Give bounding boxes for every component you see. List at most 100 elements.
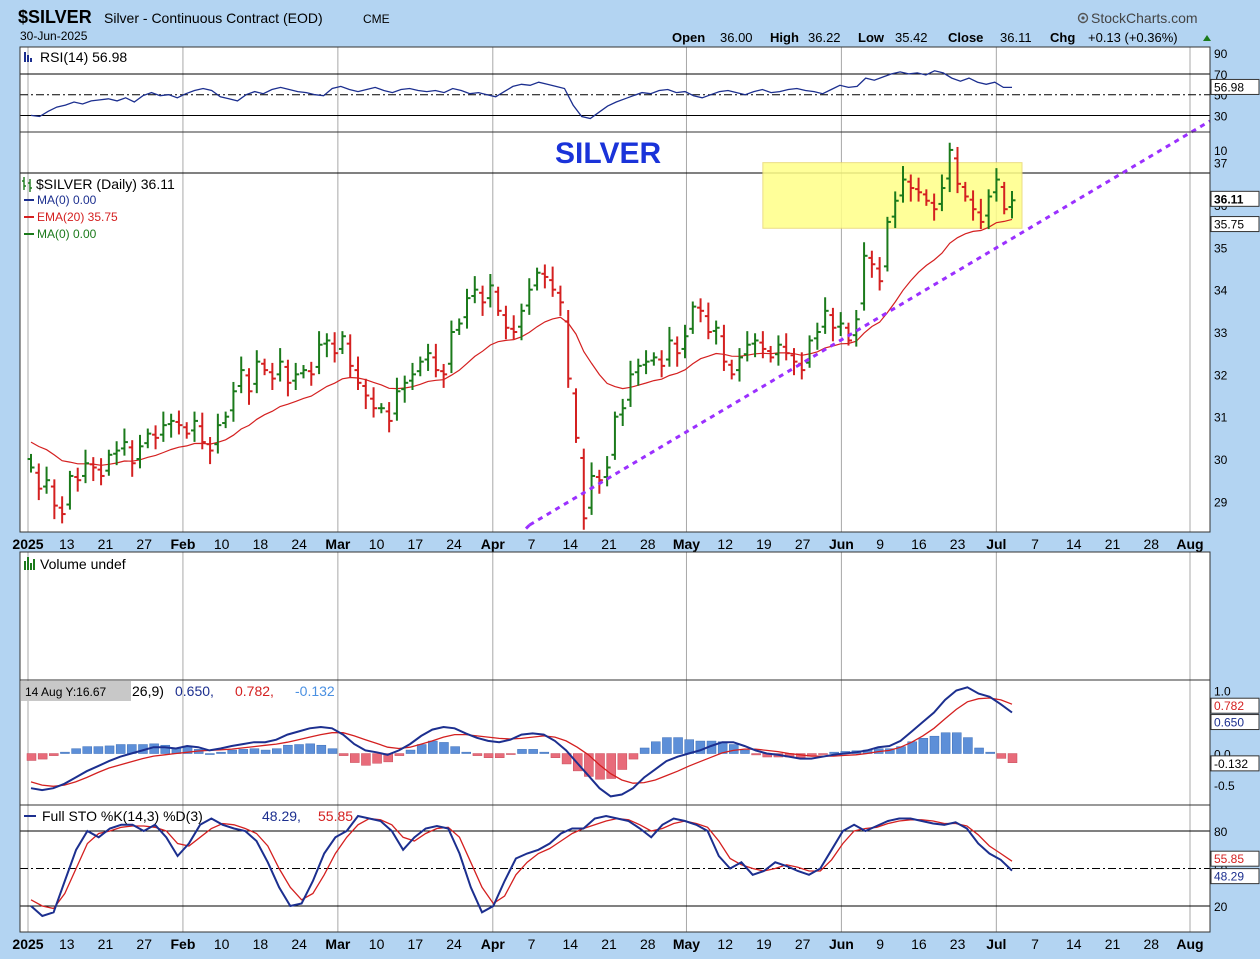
x-tick-label: 2025: [12, 936, 43, 952]
sto-y-tick: 20: [1214, 900, 1228, 914]
x-tick-label: 13: [59, 936, 75, 952]
ohlc-item-2: High: [770, 30, 799, 45]
macd-histogram-bar: [60, 751, 70, 754]
macd-histogram-bar: [561, 753, 572, 765]
macd-histogram-bar: [651, 741, 661, 754]
x-tick-label: Jul: [986, 536, 1006, 552]
cursor-readout-box: [21, 681, 131, 701]
rsi-title: RSI(14) 56.98: [40, 49, 127, 65]
macd-histogram-bar: [372, 753, 382, 764]
ohlc-bar: [992, 168, 1000, 202]
ohlc-bar: [455, 318, 463, 335]
x-tick-label: 21: [98, 936, 114, 952]
ohlc-bar: [120, 428, 128, 456]
macd-histogram-bar: [238, 749, 249, 754]
ohlc-item-9: +0.13 (+0.36%): [1088, 30, 1178, 45]
x-tick-label: 21: [1105, 536, 1121, 552]
price-y-tick: 30: [1214, 453, 1228, 467]
ohlc-bar: [627, 360, 634, 407]
macd-signal-value: 0.782,: [235, 683, 274, 699]
ohlc-bar: [152, 425, 160, 450]
ohlc-bar: [424, 343, 432, 371]
sto-k-label: 48.29: [1214, 870, 1244, 884]
x-tick-label: Aug: [1176, 936, 1203, 952]
macd-histogram-bar: [439, 742, 449, 754]
macd-histogram-bar: [115, 744, 126, 754]
macd-histogram-bar: [985, 751, 995, 754]
ohlc-bar: [300, 365, 307, 379]
sto-k-label-box: [1210, 868, 1260, 885]
support-trendline: [528, 119, 1211, 527]
ohlc-bar: [82, 449, 89, 484]
ohlc-bar: [471, 276, 479, 304]
x-tick-label: 14: [1066, 936, 1082, 952]
price-y-tick: 31: [1214, 411, 1228, 425]
ohlc-bar: [868, 250, 876, 278]
ohlc-bar: [346, 334, 354, 378]
sto-k-value: 48.29,: [262, 808, 301, 824]
ohlc-bar: [440, 363, 448, 388]
brand-text: StockCharts.com: [1091, 10, 1198, 26]
ohlc-bar: [977, 198, 985, 230]
brand-icon-dot: [1081, 16, 1085, 20]
ohlc-bar: [354, 356, 362, 391]
price-title-group: $SILVER (Daily) 36.11: [22, 176, 175, 192]
x-tick-label: 21: [601, 936, 617, 952]
ohlc-bar: [603, 456, 611, 487]
macd-histogram-bar: [350, 753, 360, 763]
chart-name: Silver - Continuous Contract (EOD): [104, 10, 323, 26]
ohlc-bar: [533, 267, 541, 291]
ohlc-bar: [556, 285, 564, 316]
ohlc-bar: [658, 350, 666, 378]
ohlc-bar: [954, 146, 961, 194]
brand-logo[interactable]: StockCharts.com: [1077, 10, 1198, 26]
ohlc-bar: [689, 301, 697, 334]
x-tick-label: 24: [291, 536, 307, 552]
ohlc-bar: [985, 189, 993, 230]
price-y-tick: 34: [1214, 284, 1228, 298]
macd-hist-value: -0.132: [295, 683, 335, 699]
ohlc-bar: [961, 181, 969, 202]
ohlc-item-0: Open: [672, 30, 705, 45]
sto-k-line: [30, 814, 1013, 918]
macd-histogram-bar: [628, 753, 639, 760]
last-price-label: 36.11: [1214, 192, 1244, 206]
x-tick-label: Jul: [986, 936, 1006, 952]
macd-histogram-bar: [483, 753, 494, 758]
ohlc-item-6: Close: [948, 30, 983, 45]
ema-value-label-box: [1210, 216, 1260, 233]
sto-d-label: 55.85: [1214, 852, 1244, 866]
rsi-y-tick: 70: [1214, 68, 1228, 82]
x-tick-label: 24: [446, 936, 462, 952]
macd-histogram-bar: [216, 751, 226, 754]
sto-d-line: [30, 817, 1013, 910]
ohlc-item-5: 35.42: [895, 30, 928, 45]
price-y-tick: 10: [1214, 144, 1228, 158]
ohlc-bar: [650, 352, 658, 366]
macd-histogram-bar: [205, 753, 215, 755]
ohlc-bar: [35, 463, 43, 501]
ohlc-bar: [89, 457, 97, 482]
x-tick-label: 7: [528, 536, 536, 552]
macd-histogram-bar: [974, 747, 984, 754]
macd-line-label-box: [1210, 714, 1260, 731]
ohlc-bar: [728, 359, 736, 380]
ohlc-bar: [736, 348, 743, 382]
macd-histogram-bar: [260, 749, 271, 754]
ohlc-bar: [883, 216, 891, 272]
macd-histogram-bar: [506, 753, 516, 755]
macd-histogram-bar: [37, 753, 48, 760]
macd-histogram-bar: [996, 753, 1007, 759]
ohlc-bar: [479, 285, 487, 316]
ohlc-bar: [510, 315, 518, 340]
macd-histogram-bar: [272, 748, 282, 754]
price-title: $SILVER (Daily) 36.11: [36, 176, 175, 192]
price-bar-icon: [22, 177, 32, 192]
ohlc-bar: [175, 410, 183, 435]
ohlc-bar: [806, 335, 814, 368]
ohlc-bar: [502, 305, 510, 340]
ohlc-bar: [712, 320, 720, 345]
ohlc-bar: [759, 331, 767, 359]
x-tick-label: Mar: [325, 536, 350, 552]
